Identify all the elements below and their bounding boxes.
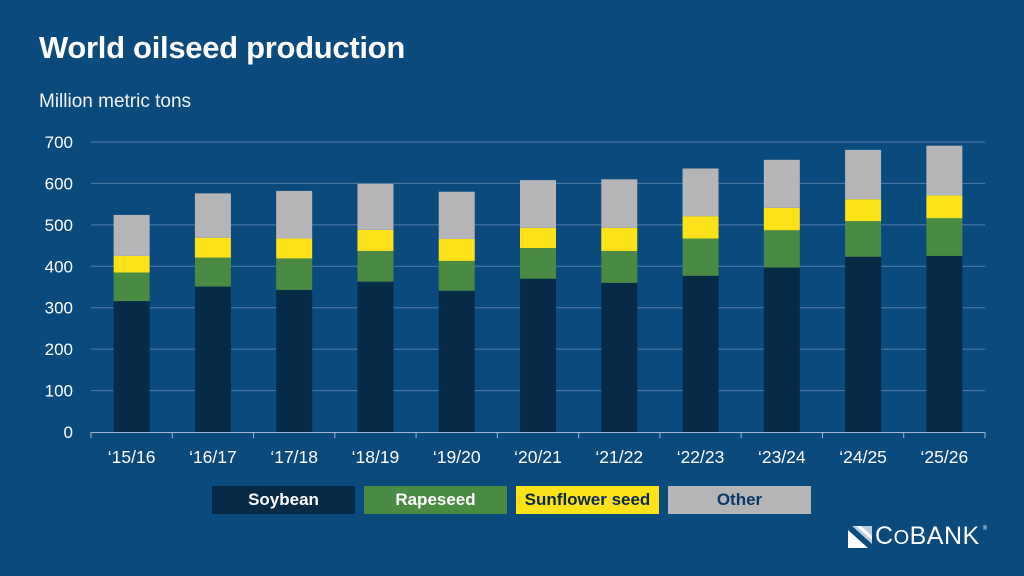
bar-rapeseed	[113, 272, 150, 302]
bar-soybean	[845, 256, 882, 432]
legend-item-rapeseed: Rapeseed	[364, 486, 507, 514]
bar-other	[276, 190, 313, 239]
cobank-wordmark: COBANK	[875, 522, 980, 550]
legend-item-sunflower-seed: Sunflower seed	[516, 486, 659, 514]
y-tick-label: 300	[45, 299, 73, 318]
bar-soybean	[276, 289, 313, 432]
bar-rapeseed	[763, 230, 800, 268]
bar-rapeseed	[926, 218, 963, 256]
cobank-logo-icon	[848, 525, 872, 548]
bar-stack	[845, 149, 882, 432]
y-tick-label: 100	[45, 382, 73, 401]
bar-stack	[682, 168, 719, 432]
bar-other	[438, 191, 475, 239]
x-tick-label: ‘25/26	[921, 447, 969, 467]
bar-soybean	[926, 255, 963, 432]
bar-rapeseed	[276, 258, 313, 290]
legend: Soybean Rapeseed Sunflower seed Other	[212, 486, 811, 514]
bar-soybean	[763, 267, 800, 432]
x-axis: ‘15/16 ‘16/17 ‘17/18 ‘18/19 ‘19/20 ‘20/21 ‘21/…	[90, 432, 986, 467]
bar-rapeseed	[601, 250, 638, 283]
registered-mark: ®	[982, 526, 988, 532]
bar-other	[357, 183, 394, 230]
y-tick-label: 700	[45, 133, 73, 152]
bar-soybean	[520, 278, 556, 432]
bar-sunflower-seed	[763, 207, 800, 231]
chart-title: World oilseed production	[39, 30, 405, 65]
cobank-logo: COBANK ®	[848, 524, 987, 549]
bar-sunflower-seed	[194, 237, 231, 258]
bar-soybean	[113, 301, 150, 432]
bar-sunflower-seed	[682, 216, 719, 239]
chart-subtitle: Million metric tons	[39, 91, 192, 112]
bar-soybean	[194, 286, 231, 432]
bar-stack	[520, 180, 556, 432]
y-axis: 0 100 200 300 400 500 600 700	[45, 133, 73, 442]
x-tick-label: ‘15/16	[108, 447, 156, 467]
bars	[113, 145, 963, 432]
bar-rapeseed	[438, 260, 475, 291]
bar-stack	[276, 190, 313, 432]
bar-stack	[357, 183, 394, 432]
x-tick-label: ‘22/23	[677, 447, 725, 467]
bar-other	[682, 168, 719, 217]
bar-soybean	[601, 282, 638, 432]
x-tick-label: ‘17/18	[270, 447, 318, 467]
bar-sunflower-seed	[601, 227, 638, 251]
bar-other	[763, 159, 800, 208]
legend-item-other: Other	[668, 486, 811, 514]
x-tick-label: ‘20/21	[514, 447, 562, 467]
bar-other	[113, 214, 150, 256]
bar-stack	[763, 159, 800, 432]
x-tick-label: ‘16/17	[189, 447, 237, 467]
bar-stack	[601, 179, 638, 432]
bar-rapeseed	[520, 248, 556, 279]
bar-soybean	[682, 275, 719, 432]
bar-soybean	[357, 281, 394, 432]
bar-rapeseed	[194, 257, 231, 287]
bar-sunflower-seed	[113, 255, 150, 273]
bar-stack	[926, 145, 963, 432]
y-tick-label: 500	[45, 216, 73, 235]
bar-other	[601, 179, 638, 228]
bar-other	[194, 193, 231, 238]
y-tick-label: 400	[45, 257, 73, 276]
y-tick-label: 0	[64, 423, 73, 442]
x-tick-label: ‘19/20	[433, 447, 481, 467]
bar-sunflower-seed	[926, 195, 963, 219]
bar-other	[926, 145, 963, 196]
bar-stack	[113, 214, 150, 432]
bar-stack	[438, 191, 475, 432]
bar-sunflower-seed	[520, 227, 556, 249]
y-tick-label: 600	[45, 174, 73, 193]
bar-sunflower-seed	[438, 238, 475, 261]
x-tick-label: ‘18/19	[352, 447, 400, 467]
bar-rapeseed	[357, 250, 394, 282]
x-tick-label: ‘23/24	[758, 447, 806, 467]
x-tick-label: ‘21/22	[595, 447, 643, 467]
bar-sunflower-seed	[357, 229, 394, 251]
bar-other	[520, 180, 556, 228]
y-tick-label: 200	[45, 340, 73, 359]
x-tick-label: ‘24/25	[839, 447, 887, 467]
bar-rapeseed	[845, 221, 882, 257]
bar-other	[845, 149, 882, 200]
legend-item-soybean: Soybean	[212, 486, 355, 514]
bar-stack	[194, 193, 231, 432]
bar-rapeseed	[682, 238, 719, 276]
bar-soybean	[438, 290, 475, 432]
bar-sunflower-seed	[276, 238, 313, 259]
bar-sunflower-seed	[845, 199, 882, 222]
